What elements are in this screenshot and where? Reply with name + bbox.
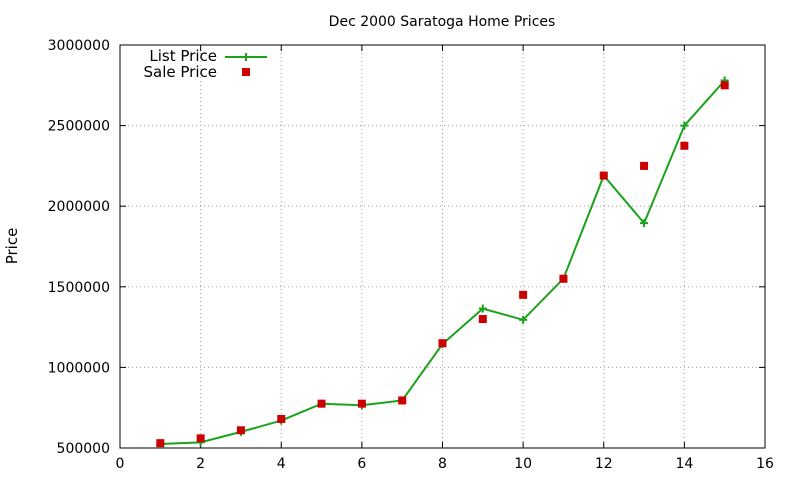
x-tick-label: 14 (675, 456, 693, 472)
grid-layer (120, 45, 765, 448)
sale-price-point (277, 414, 286, 423)
sale-price-point (357, 399, 366, 408)
legend-marker-sale-price (242, 68, 250, 76)
legend-label-sale-price: Sale Price (144, 63, 217, 81)
list-price-point (478, 304, 487, 313)
sale-price-point (317, 399, 326, 408)
x-tick-label: 4 (277, 456, 286, 472)
legend-label-list-price: List Price (149, 47, 217, 65)
x-tick-label: 0 (116, 456, 125, 472)
y-tick-label: 1500000 (48, 280, 110, 296)
sale-price-point (720, 81, 729, 90)
series-layer (156, 76, 729, 448)
x-tick-label: 12 (595, 456, 613, 472)
y-tick-label: 2500000 (48, 119, 110, 135)
list-price-point (680, 121, 689, 130)
x-tick-label: 16 (756, 456, 774, 472)
legend-marker-list-price (242, 53, 250, 61)
x-tick-label: 2 (196, 456, 205, 472)
y-tick-label: 500000 (57, 441, 110, 457)
sale-price-point (196, 434, 205, 443)
sale-price-point (680, 141, 689, 150)
sale-price-point (398, 396, 407, 405)
sale-price-point (519, 290, 528, 299)
list-price-point (640, 219, 649, 228)
x-tick-label: 6 (357, 456, 366, 472)
x-tick-label: 10 (514, 456, 532, 472)
y-tick-label: 2000000 (48, 199, 110, 215)
sale-price-point (478, 315, 487, 324)
y-tick-label: 3000000 (48, 38, 110, 54)
sale-price-point (438, 339, 447, 348)
y-tick-label: 1000000 (48, 360, 110, 376)
chart-title: Dec 2000 Saratoga Home Prices (329, 14, 556, 30)
list-price-point (519, 315, 528, 324)
y-axis-title: Price (3, 228, 21, 265)
sale-price-point (559, 274, 568, 283)
x-tick-label: 8 (438, 456, 447, 472)
sale-price-point (640, 161, 649, 170)
tick-layer: 0 2 4 6 8 10 12 14 16 500000 1000000 1500000 2000000… (48, 38, 774, 472)
sale-price-point (599, 171, 608, 180)
sale-price-point (236, 426, 245, 435)
legend: List Price Sale Price (144, 47, 267, 81)
sale-price-point (156, 439, 165, 448)
